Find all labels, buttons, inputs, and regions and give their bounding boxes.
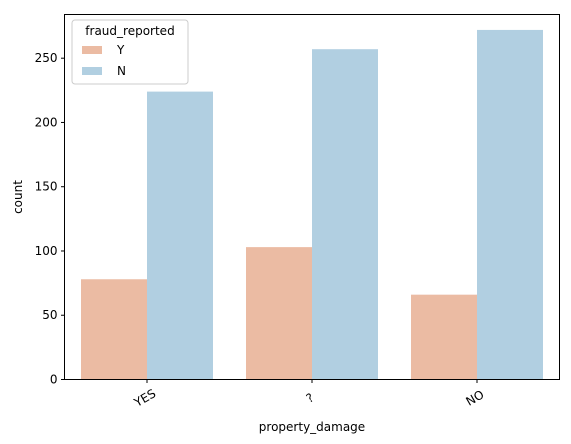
- legend-title: fraud_reported: [85, 24, 174, 38]
- y-tick-label: 200: [35, 115, 58, 129]
- x-axis-label: property_damage: [259, 420, 365, 434]
- legend-label-y: Y: [116, 43, 125, 57]
- x-tick-label: ?: [304, 390, 317, 405]
- y-tick-label: 250: [35, 51, 58, 65]
- bar-y-1: [246, 247, 312, 380]
- y-axis: 0 50 100 150 200 250: [35, 51, 65, 387]
- bar-n-2: [477, 29, 543, 380]
- y-tick-label: 150: [35, 180, 58, 194]
- legend-swatch-y: [82, 46, 102, 54]
- y-tick-label: 50: [42, 308, 57, 322]
- legend: fraud_reported Y N: [71, 19, 189, 85]
- y-tick-label: 100: [35, 244, 58, 258]
- bar-n-1: [312, 49, 378, 380]
- bar-y-0: [81, 279, 147, 380]
- legend-label-n: N: [117, 64, 126, 78]
- x-tick-label: NO: [464, 387, 487, 408]
- bar-y-2: [411, 294, 477, 380]
- x-tick-label: YES: [131, 386, 158, 410]
- y-axis-label: count: [11, 180, 25, 214]
- bar-n-0: [147, 91, 213, 380]
- x-axis: YES? NO: [131, 379, 487, 410]
- y-tick-label: 0: [50, 373, 58, 387]
- legend-swatch-n: [82, 67, 102, 75]
- bars-layer: [81, 29, 543, 380]
